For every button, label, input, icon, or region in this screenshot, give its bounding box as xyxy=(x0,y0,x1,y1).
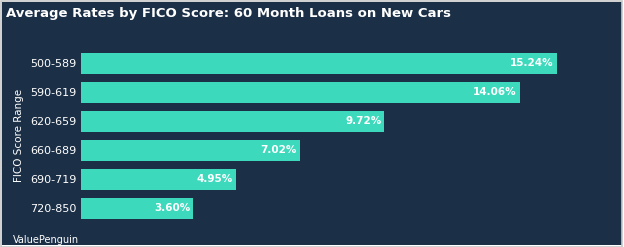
Text: 4.95%: 4.95% xyxy=(196,174,233,185)
Bar xyxy=(81,111,384,132)
Text: 9.72%: 9.72% xyxy=(345,116,381,126)
Text: 14.06%: 14.06% xyxy=(473,87,517,97)
Text: 15.24%: 15.24% xyxy=(510,58,553,68)
Bar xyxy=(81,198,193,219)
Y-axis label: FICO Score Range: FICO Score Range xyxy=(14,89,24,183)
Text: ValuePenguin: ValuePenguin xyxy=(12,235,79,245)
Text: 7.02%: 7.02% xyxy=(261,145,297,155)
Text: Average Rates by FICO Score: 60 Month Loans on New Cars: Average Rates by FICO Score: 60 Month Lo… xyxy=(6,7,451,21)
Bar xyxy=(81,169,236,190)
Bar xyxy=(81,140,300,161)
Bar xyxy=(81,53,557,74)
Text: 3.60%: 3.60% xyxy=(154,204,190,213)
Bar xyxy=(81,82,520,103)
